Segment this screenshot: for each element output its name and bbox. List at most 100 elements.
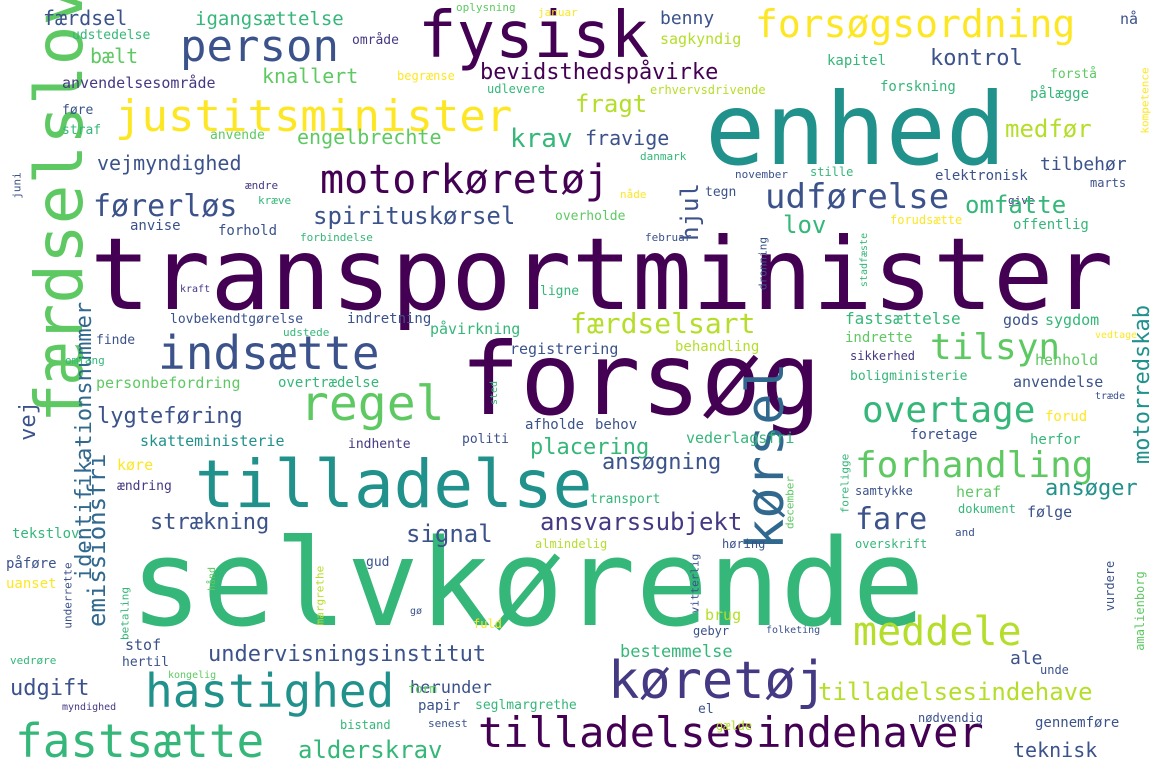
word: kompetence	[1138, 67, 1152, 134]
word: begrænse	[397, 69, 455, 83]
word: herfor	[1030, 432, 1081, 448]
word: bestemmelse	[620, 642, 733, 662]
word: selvkørende	[130, 515, 925, 654]
word: justitsminister	[115, 91, 513, 142]
word: følge	[1027, 503, 1073, 521]
word: udstedelse	[72, 28, 151, 43]
word: straf	[62, 123, 102, 138]
word: behov	[595, 417, 638, 433]
word: medfør	[1005, 115, 1092, 143]
word: elektronisk	[935, 168, 1028, 184]
word: bistand	[340, 718, 391, 732]
word: danmark	[640, 150, 687, 163]
word: and	[955, 526, 975, 539]
word: unde	[1040, 663, 1069, 677]
word: udførelse	[765, 177, 950, 217]
word: forskning	[880, 79, 956, 95]
word: tilladelse	[195, 446, 593, 523]
word: hertil	[122, 655, 169, 670]
word: anvendelse	[1013, 373, 1104, 391]
word: boligministerie	[850, 369, 968, 384]
word: krav	[510, 124, 573, 154]
word: tilsyn	[930, 327, 1061, 368]
word: føre	[62, 103, 94, 118]
word: give	[1008, 194, 1035, 207]
word: tekstlov	[12, 526, 80, 542]
word: lov	[783, 211, 827, 239]
word: ændre	[245, 179, 279, 192]
word: personbefordring	[96, 374, 241, 392]
word: overholde	[555, 209, 626, 224]
word: hånd	[207, 566, 218, 592]
word: motorkøretøj	[320, 157, 609, 203]
word: papir	[418, 698, 461, 714]
word: forbindelse	[300, 231, 373, 244]
word: seglmargrethe	[475, 698, 577, 713]
word: vitterlig	[688, 553, 702, 614]
word: tilladelsesindehaver	[478, 708, 984, 757]
word: amalienborg	[1133, 571, 1147, 651]
word: fragt	[575, 90, 648, 118]
word: januar	[538, 6, 578, 19]
word: færdsel	[43, 6, 128, 30]
word: betaling	[118, 587, 132, 640]
word: køre	[117, 456, 154, 474]
word: anvende	[210, 128, 265, 143]
word: meddele	[853, 609, 1022, 655]
word: dronning	[756, 237, 770, 290]
word: ligne	[540, 284, 580, 299]
word: sted	[489, 380, 500, 406]
word: signal	[406, 520, 493, 548]
word: forstå	[1050, 67, 1097, 82]
word: registrering	[510, 340, 619, 358]
word: anvise	[130, 218, 181, 234]
word: ændring	[117, 479, 172, 494]
word: brug	[705, 606, 742, 624]
word: indrette	[845, 330, 913, 346]
word: tegn	[705, 185, 737, 200]
word: februar	[645, 231, 692, 244]
word: sygdom	[1045, 311, 1100, 329]
word: tilladelsesindehave	[818, 678, 1093, 706]
word: anvendelsesområde	[62, 74, 216, 92]
word: vedrøre	[10, 654, 57, 667]
word: træde	[1095, 391, 1126, 402]
word: igangsættelse	[195, 8, 344, 30]
word: indretning	[347, 311, 432, 327]
word: fastsættelse	[845, 309, 961, 328]
word: almindelig	[535, 537, 608, 551]
word: vej	[16, 401, 41, 441]
word: dokument	[958, 502, 1016, 516]
word: nødvendig	[918, 711, 984, 725]
word: alderskrav	[298, 736, 443, 764]
word: nå	[1120, 10, 1139, 28]
word: indhente	[348, 437, 411, 452]
word: kræve	[258, 194, 292, 207]
word: fravige	[585, 126, 670, 150]
word: placering	[530, 435, 650, 460]
word: tilbehør	[1040, 154, 1127, 175]
word: folketing	[766, 625, 821, 636]
word: regel	[300, 376, 445, 432]
word: myndighed	[62, 702, 117, 713]
word: foretage	[910, 427, 978, 443]
word: ansøger	[1045, 476, 1138, 501]
word: afholde	[525, 417, 585, 433]
word: kraft	[180, 284, 211, 295]
word: gennemføre	[1035, 715, 1120, 731]
word: undervisningsinstitut	[208, 642, 487, 667]
word: juni	[10, 172, 24, 199]
word: henhold	[1035, 351, 1099, 369]
word: behandling	[675, 339, 760, 355]
word: heraf	[956, 483, 1002, 501]
word: færdselsart	[570, 307, 756, 340]
word: stof	[125, 636, 162, 654]
word: forudsætte	[890, 213, 963, 227]
word: transport	[590, 492, 661, 507]
word: forhandling	[855, 445, 1094, 486]
word: omfang	[65, 354, 105, 367]
word: person	[180, 21, 339, 72]
word: underrette	[61, 562, 75, 629]
word: transportminister	[90, 216, 1114, 333]
word: senest	[428, 717, 468, 730]
